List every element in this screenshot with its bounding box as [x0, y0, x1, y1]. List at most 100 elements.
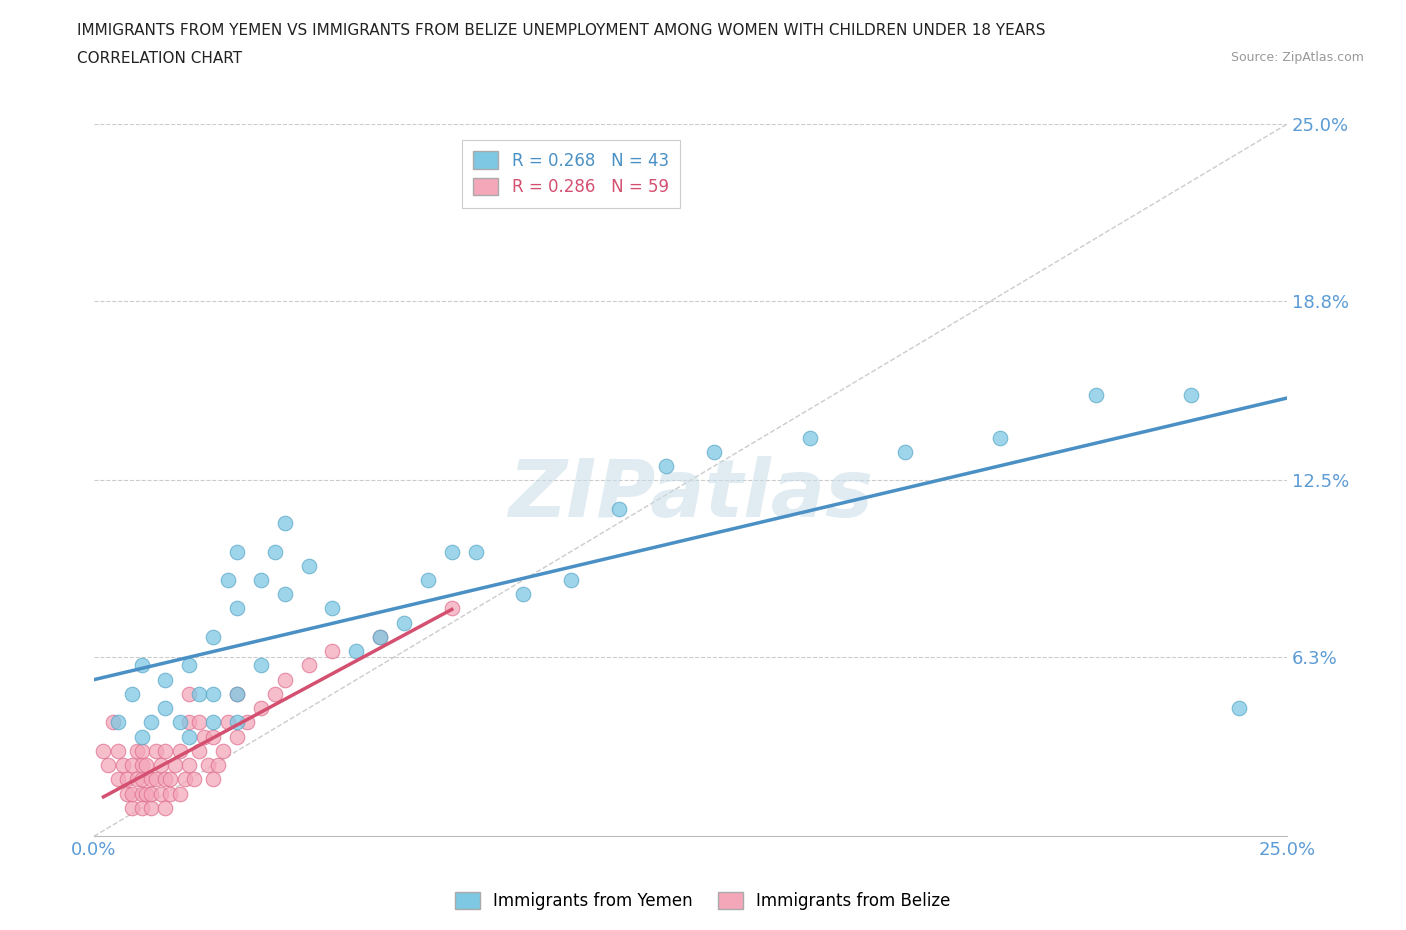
Point [183, 772, 205, 787]
Point [159, 786, 181, 801]
Point [155, 700, 177, 715]
Point [169, 743, 191, 758]
Point [440, 601, 463, 616]
Point [321, 644, 343, 658]
Point [235, 715, 257, 730]
Point [135, 758, 157, 773]
Point [155, 801, 177, 816]
Point [202, 686, 225, 701]
Point [179, 715, 201, 730]
Point [1227, 700, 1250, 715]
Point [990, 431, 1012, 445]
Point [121, 786, 143, 801]
Point [217, 715, 239, 730]
Point [187, 743, 209, 758]
Point [202, 630, 225, 644]
Point [226, 715, 249, 730]
Point [121, 801, 143, 816]
Point [211, 743, 233, 758]
Point [169, 786, 191, 801]
Point [97, 758, 120, 773]
Point [298, 558, 321, 573]
Point [155, 743, 177, 758]
Point [274, 587, 297, 602]
Point [655, 458, 678, 473]
Point [107, 715, 129, 730]
Point [1084, 388, 1107, 403]
Point [101, 715, 124, 730]
Point [169, 715, 191, 730]
Point [392, 616, 415, 631]
Point [125, 743, 148, 758]
Point [149, 758, 172, 773]
Point [202, 772, 225, 787]
Point [464, 544, 486, 559]
Point [1180, 388, 1202, 403]
Point [131, 772, 153, 787]
Point [141, 772, 163, 787]
Point [226, 686, 249, 701]
Point [274, 672, 297, 687]
Point [250, 700, 273, 715]
Point [560, 573, 582, 588]
Text: IMMIGRANTS FROM YEMEN VS IMMIGRANTS FROM BELIZE UNEMPLOYMENT AMONG WOMEN WITH CH: IMMIGRANTS FROM YEMEN VS IMMIGRANTS FROM… [77, 23, 1046, 38]
Point [117, 786, 139, 801]
Point [440, 544, 463, 559]
Point [131, 801, 153, 816]
Text: Source: ZipAtlas.com: Source: ZipAtlas.com [1230, 51, 1364, 64]
Legend: R = 0.268   N = 43, R = 0.286   N = 59: R = 0.268 N = 43, R = 0.286 N = 59 [461, 140, 681, 207]
Point [217, 573, 239, 588]
Point [107, 772, 129, 787]
Point [187, 686, 209, 701]
Point [179, 686, 201, 701]
Legend: Immigrants from Yemen, Immigrants from Belize: Immigrants from Yemen, Immigrants from B… [449, 885, 957, 917]
Point [264, 544, 287, 559]
Point [250, 573, 273, 588]
Point [93, 743, 115, 758]
Point [155, 772, 177, 787]
Point [141, 715, 163, 730]
Point [274, 515, 297, 530]
Point [145, 743, 167, 758]
Point [416, 573, 439, 588]
Point [131, 743, 153, 758]
Point [145, 772, 167, 787]
Point [125, 772, 148, 787]
Point [121, 686, 143, 701]
Point [111, 758, 134, 773]
Point [607, 501, 630, 516]
Point [155, 672, 177, 687]
Point [226, 686, 249, 701]
Point [321, 601, 343, 616]
Point [179, 758, 201, 773]
Point [799, 431, 821, 445]
Point [344, 644, 367, 658]
Point [197, 758, 219, 773]
Point [131, 758, 153, 773]
Point [163, 758, 186, 773]
Point [226, 544, 249, 559]
Text: ZIPatlas: ZIPatlas [508, 456, 873, 534]
Point [173, 772, 195, 787]
Point [298, 658, 321, 673]
Point [141, 786, 163, 801]
Point [368, 630, 391, 644]
Point [226, 601, 249, 616]
Point [107, 743, 129, 758]
Point [894, 445, 917, 459]
Point [703, 445, 725, 459]
Point [187, 715, 209, 730]
Point [149, 786, 172, 801]
Point [117, 772, 139, 787]
Point [193, 729, 215, 744]
Point [131, 729, 153, 744]
Point [159, 772, 181, 787]
Text: CORRELATION CHART: CORRELATION CHART [77, 51, 242, 66]
Point [135, 786, 157, 801]
Point [207, 758, 229, 773]
Point [121, 758, 143, 773]
Point [179, 729, 201, 744]
Point [512, 587, 534, 602]
Point [179, 658, 201, 673]
Point [202, 715, 225, 730]
